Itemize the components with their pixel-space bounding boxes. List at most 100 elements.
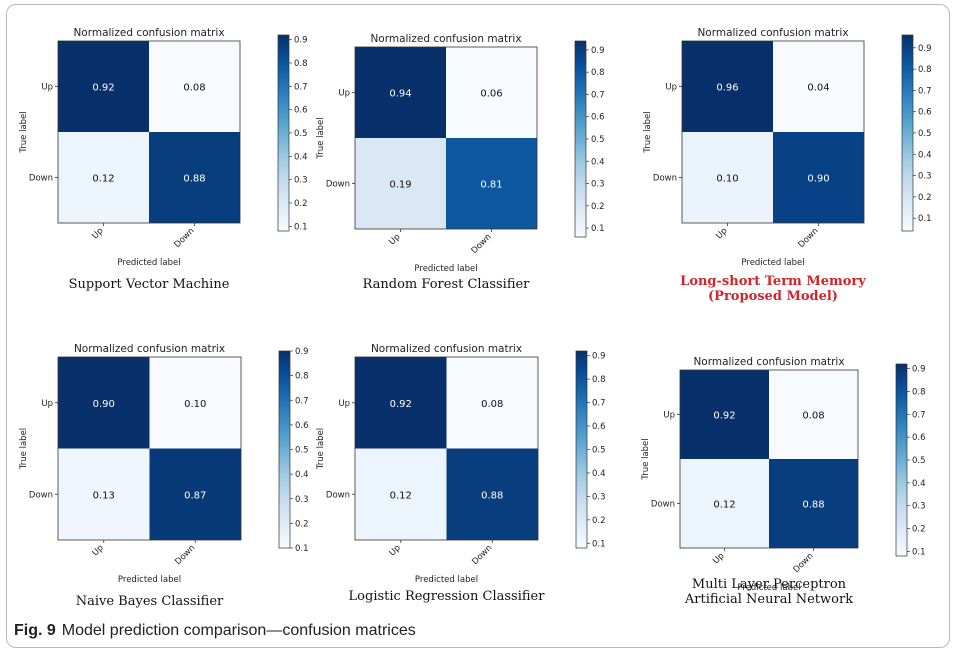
confusion-matrix-panel-2: Normalized confusion matrix 0.94 0.06 0.19 0…	[316, 33, 605, 292]
y-tick-label: Up	[41, 399, 53, 409]
y-axis-label: True label	[19, 111, 29, 153]
matrix-cell	[446, 448, 538, 540]
y-tick-label: Down	[326, 490, 350, 500]
colorbar	[574, 40, 587, 238]
figure-caption-text: Model prediction comparison—confusion ma…	[61, 622, 416, 639]
colorbar-tick-label: 0.6	[912, 433, 926, 443]
colorbar-tick-label: 0.3	[294, 176, 308, 186]
colorbar-tick-label: 0.6	[591, 113, 605, 123]
colorbar-tick-label: 0.2	[592, 516, 606, 526]
cell-value-label: 0.08	[802, 411, 824, 422]
matrix-cell	[149, 132, 240, 223]
colorbar-tick-label: 0.3	[295, 495, 309, 505]
colorbar-tick-label: 0.5	[918, 129, 932, 139]
x-tick-label: Up	[714, 226, 729, 241]
matrix-title: Normalized confusion matrix	[371, 343, 522, 355]
cell-value-label: 0.88	[481, 490, 503, 501]
colorbar-tick-label: 0.8	[591, 68, 605, 78]
colorbar-tick-label: 0.6	[918, 108, 932, 118]
colorbar-tick-label: 0.8	[912, 387, 926, 397]
y-axis-label: True label	[316, 428, 326, 470]
matrix-cell	[446, 138, 537, 229]
model-name-label: Support Vector Machine	[69, 277, 230, 292]
colorbar-tick-label: 0.5	[295, 446, 309, 456]
colorbar	[278, 350, 291, 549]
cell-value-label: 0.12	[92, 174, 114, 185]
x-tick-label: Down	[797, 226, 821, 250]
matrix-cell	[149, 41, 240, 132]
model-name-label: Artificial Neural Network	[684, 592, 853, 607]
matrix-cell	[773, 41, 864, 132]
colorbar-tick-label: 0.9	[591, 46, 605, 56]
y-axis-label: True label	[316, 117, 326, 159]
colorbar-tick-label: 0.4	[918, 150, 932, 160]
y-tick-label: Down	[651, 500, 675, 510]
y-tick-label: Up	[338, 399, 350, 409]
x-axis-label: Predicted label	[415, 575, 478, 585]
model-name-label: Long-short Term Memory	[680, 274, 866, 289]
cell-value-label: 0.96	[716, 83, 738, 94]
matrix-border	[681, 40, 865, 224]
x-tick-label: Up	[388, 543, 403, 558]
matrix-cell	[682, 132, 773, 223]
colorbar-tick-label: 0.4	[912, 479, 926, 489]
colorbar	[277, 34, 290, 232]
colorbar-tick-label: 0.6	[592, 422, 606, 432]
colorbar-tick-label: 0.1	[912, 547, 926, 557]
colorbar-tick-label: 0.4	[592, 469, 606, 479]
cell-value-label: 0.10	[716, 174, 738, 185]
cell-value-label: 0.08	[183, 83, 205, 94]
colorbar-tick-label: 0.1	[295, 544, 309, 554]
colorbar	[895, 363, 908, 557]
x-tick-label: Up	[387, 232, 402, 247]
model-name-label: Logistic Regression Classifier	[349, 589, 546, 604]
matrix-border	[57, 40, 241, 224]
colorbar-tick-label: 0.5	[912, 456, 926, 466]
colorbar-tick-label: 0.7	[294, 82, 308, 92]
cell-value-label: 0.19	[389, 180, 411, 191]
y-tick-label: Down	[29, 174, 53, 184]
y-tick-label: Up	[663, 411, 675, 421]
matrix-cell	[58, 41, 149, 132]
colorbar-tick-label: 0.9	[918, 44, 932, 54]
x-tick-label: Up	[711, 551, 726, 566]
matrix-cell	[58, 448, 150, 540]
matrix-cell	[355, 357, 447, 449]
cell-value-label: 0.04	[807, 83, 829, 94]
colorbar-tick-label: 0.2	[591, 202, 605, 212]
colorbar-tick-label: 0.1	[591, 224, 605, 234]
colorbar-tick-label: 0.8	[295, 372, 309, 382]
matrix-border	[354, 356, 539, 541]
colorbar-tick-label: 0.7	[918, 86, 932, 96]
cell-value-label: 0.08	[481, 399, 503, 410]
colorbar-tick-label: 0.4	[591, 157, 605, 167]
matrix-cell	[149, 448, 241, 540]
colorbar-tick-label: 0.5	[294, 129, 308, 139]
cell-value-label: 0.12	[390, 490, 412, 501]
matrix-cell	[773, 132, 864, 223]
matrix-cell	[355, 47, 446, 138]
colorbar-tick-label: 0.7	[912, 410, 926, 420]
matrix-cell	[355, 138, 446, 229]
x-axis-label: Predicted label	[117, 258, 180, 268]
matrix-border	[679, 369, 859, 549]
colorbar-tick-label: 0.7	[295, 396, 309, 406]
colorbar-tick-label: 0.6	[295, 421, 309, 431]
colorbar-tick-label: 0.9	[912, 365, 926, 375]
colorbar	[901, 34, 914, 232]
y-tick-label: Up	[338, 89, 350, 99]
y-tick-label: Down	[326, 180, 350, 190]
matrix-cell	[58, 132, 149, 223]
confusion-matrix-panel-3: Normalized confusion matrix 0.96 0.04 0.10 0…	[643, 27, 932, 304]
colorbar-tick-label: 0.2	[295, 519, 309, 529]
colorbar-tick-label: 0.8	[918, 65, 932, 75]
x-tick-label: Up	[90, 226, 105, 241]
cell-value-label: 0.94	[389, 89, 411, 100]
figure-frame	[6, 4, 950, 648]
cell-value-label: 0.88	[183, 174, 205, 185]
cell-value-label: 0.92	[390, 399, 412, 410]
x-tick-label: Down	[173, 543, 197, 567]
colorbar-tick-label: 0.6	[294, 106, 308, 116]
figure-caption: Fig. 9 Model prediction comparison—confus…	[14, 622, 416, 640]
colorbar-tick-label: 0.7	[591, 90, 605, 100]
